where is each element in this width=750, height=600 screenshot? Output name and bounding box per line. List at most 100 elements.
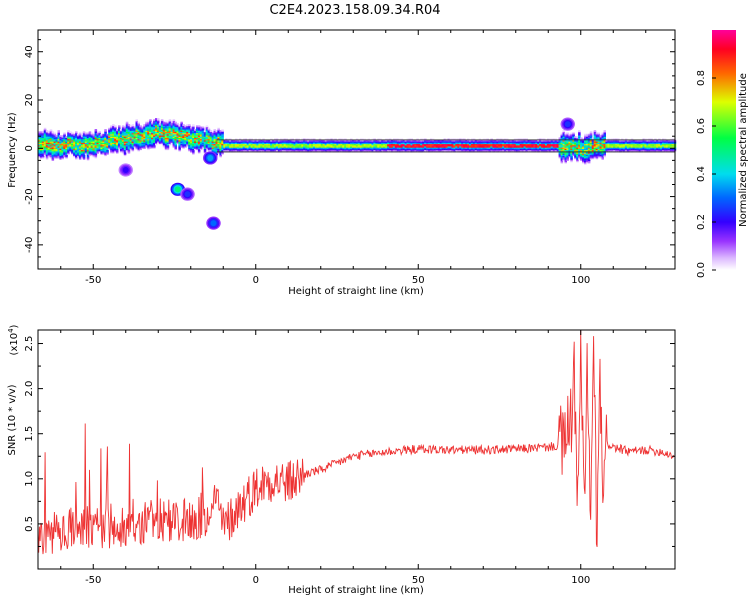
heatmap-cell — [363, 148, 367, 151]
heatmap-cell — [49, 135, 53, 137]
heatmap-cell — [671, 144, 675, 147]
heatmap-cell — [164, 148, 168, 151]
heatmap-cell — [500, 145, 503, 148]
heatmap-cell — [174, 143, 177, 146]
heatmap-cell — [314, 144, 318, 147]
heatmap-cell — [595, 151, 599, 154]
heatmap-cell — [47, 153, 51, 155]
heatmap-cell — [75, 153, 78, 155]
heatmap-cell — [543, 149, 546, 152]
heatmap-cell — [605, 148, 608, 151]
heatmap-cell — [119, 135, 123, 137]
heatmap-cell — [61, 136, 64, 138]
heatmap-cell — [180, 130, 183, 132]
heatmap-cell — [129, 139, 133, 142]
heatmap-cell — [217, 137, 220, 140]
heatmap-cell — [88, 137, 92, 140]
heatmap-cell — [533, 143, 536, 146]
heatmap-cell — [402, 142, 406, 145]
heatmap-cell — [180, 133, 183, 136]
heatmap-cell — [254, 148, 257, 151]
heatmap-cell — [106, 133, 109, 136]
heatmap-cell — [484, 149, 488, 152]
heatmap-cell — [121, 130, 125, 132]
heatmap-cell — [65, 150, 68, 153]
heatmap-cell — [426, 145, 429, 148]
heatmap-cell — [207, 149, 211, 152]
heatmap-cell — [178, 126, 181, 129]
heatmap-cell — [523, 142, 526, 145]
heatmap-cell — [560, 136, 564, 138]
heatmap-cell — [352, 144, 355, 147]
heatmap-cell — [556, 149, 560, 152]
heatmap-cell — [180, 132, 183, 135]
heatmap-cell — [656, 147, 659, 149]
heatmap-cell — [375, 143, 378, 146]
heatmap-cell — [192, 149, 195, 152]
heatmap-cell — [98, 138, 101, 141]
heatmap-cell — [162, 121, 166, 124]
heatmap-cell — [509, 149, 513, 152]
heatmap-cell — [94, 151, 98, 154]
heatmap-cell — [69, 142, 72, 145]
heatmap-cell — [548, 148, 552, 151]
heatmap-cell — [533, 145, 536, 148]
heatmap-cell — [400, 148, 404, 151]
heatmap-cell — [112, 142, 115, 145]
heatmap-cell — [125, 150, 129, 153]
heatmap-cell — [513, 143, 517, 146]
heatmap-cell — [192, 148, 195, 151]
heatmap-cell — [71, 142, 74, 145]
heatmap-cell — [392, 148, 396, 151]
heatmap-cell — [663, 147, 667, 149]
heatmap-cell — [287, 143, 291, 146]
heatmap-cell — [102, 133, 105, 136]
heatmap-cell — [568, 137, 571, 140]
heatmap-cell — [626, 149, 630, 152]
heatmap-cell — [400, 145, 404, 148]
heatmap-cell — [324, 144, 328, 147]
heatmap-cell — [188, 124, 191, 126]
heatmap-cell — [180, 138, 183, 141]
heatmap-cell — [205, 141, 209, 143]
heatmap-cell — [457, 144, 460, 147]
heatmap-cell — [221, 136, 224, 138]
heatmap-cell — [77, 154, 80, 157]
heatmap-cell — [78, 155, 82, 158]
heatmap-cell — [515, 145, 519, 148]
heatmap-cell — [431, 139, 435, 142]
heatmap-cell — [603, 149, 606, 152]
heatmap-cell — [194, 133, 197, 136]
heatmap-cell — [205, 131, 209, 134]
heatmap-cell — [43, 145, 47, 148]
heatmap-cell — [59, 149, 62, 152]
spectrogram-y-label: Frequency (Hz) — [7, 112, 18, 188]
heatmap-cell — [422, 148, 425, 151]
heatmap-cell — [203, 139, 207, 142]
heatmap-cell — [574, 147, 577, 149]
heatmap-cell — [121, 144, 125, 147]
heatmap-cell — [630, 145, 634, 148]
heatmap-cell — [147, 129, 150, 131]
snr-x-ticks: -50 0 50 100 — [60, 330, 647, 586]
heatmap-cell — [584, 159, 587, 161]
heatmap-cell — [88, 139, 92, 142]
heatmap-cell — [84, 133, 88, 136]
heatmap-cell — [591, 155, 595, 158]
heatmap-cell — [266, 139, 269, 142]
heatmap-cell — [213, 145, 216, 148]
heatmap-cell — [287, 145, 291, 148]
heatmap-cell — [585, 141, 589, 143]
heatmap-cell — [116, 149, 119, 152]
heatmap-cell — [644, 143, 647, 146]
heatmap-cell — [201, 131, 205, 134]
heatmap-cell — [650, 149, 653, 152]
heatmap-cell — [658, 139, 661, 142]
heatmap-cell — [104, 153, 107, 155]
heatmap-cell — [658, 143, 661, 146]
heatmap-cell — [418, 139, 421, 142]
heatmap-cell — [45, 135, 49, 137]
heatmap-cell — [496, 143, 499, 146]
heatmap-cell — [359, 149, 363, 152]
heatmap-cell — [340, 139, 343, 142]
